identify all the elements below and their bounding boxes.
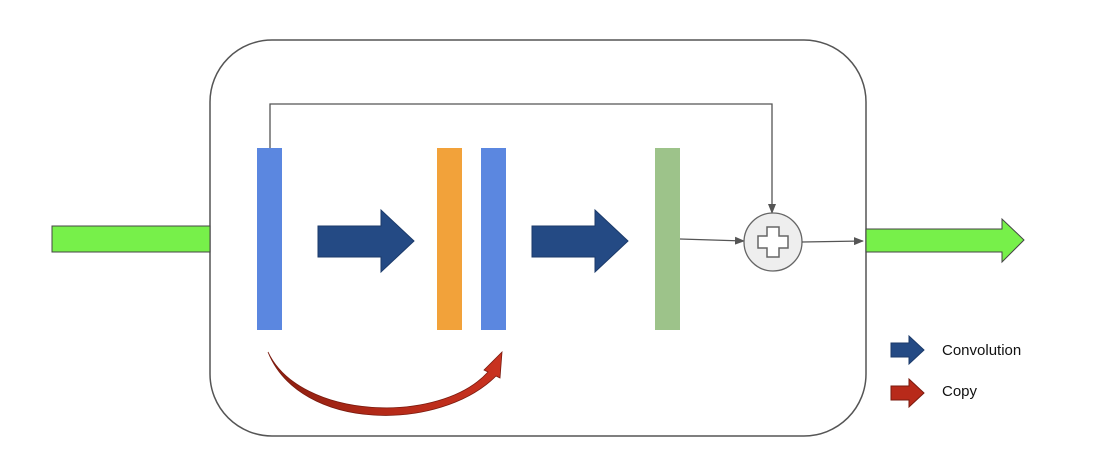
skip-connection: [269, 103, 776, 214]
to-output-connector: [801, 237, 864, 246]
copied-feature-map: [481, 148, 506, 330]
plus-icon: [757, 226, 789, 258]
copy-arrow: [267, 350, 503, 416]
legend-copy-icon: [890, 377, 925, 409]
input-arrow: [51, 225, 211, 253]
legend-convolution-icon: [890, 334, 925, 366]
legend-convolution-label: Convolution: [942, 342, 1022, 359]
output-arrow: [865, 217, 1025, 264]
add-node: [743, 212, 803, 272]
to-add-connector: [679, 236, 745, 245]
output-feature-map: [655, 148, 680, 330]
conv-feature-map: [437, 148, 462, 330]
input-feature-map: [257, 148, 282, 330]
legend-copy-label: Copy: [942, 383, 978, 400]
convolution-arrow-2: [531, 208, 629, 274]
convolution-arrow-1: [317, 208, 415, 274]
